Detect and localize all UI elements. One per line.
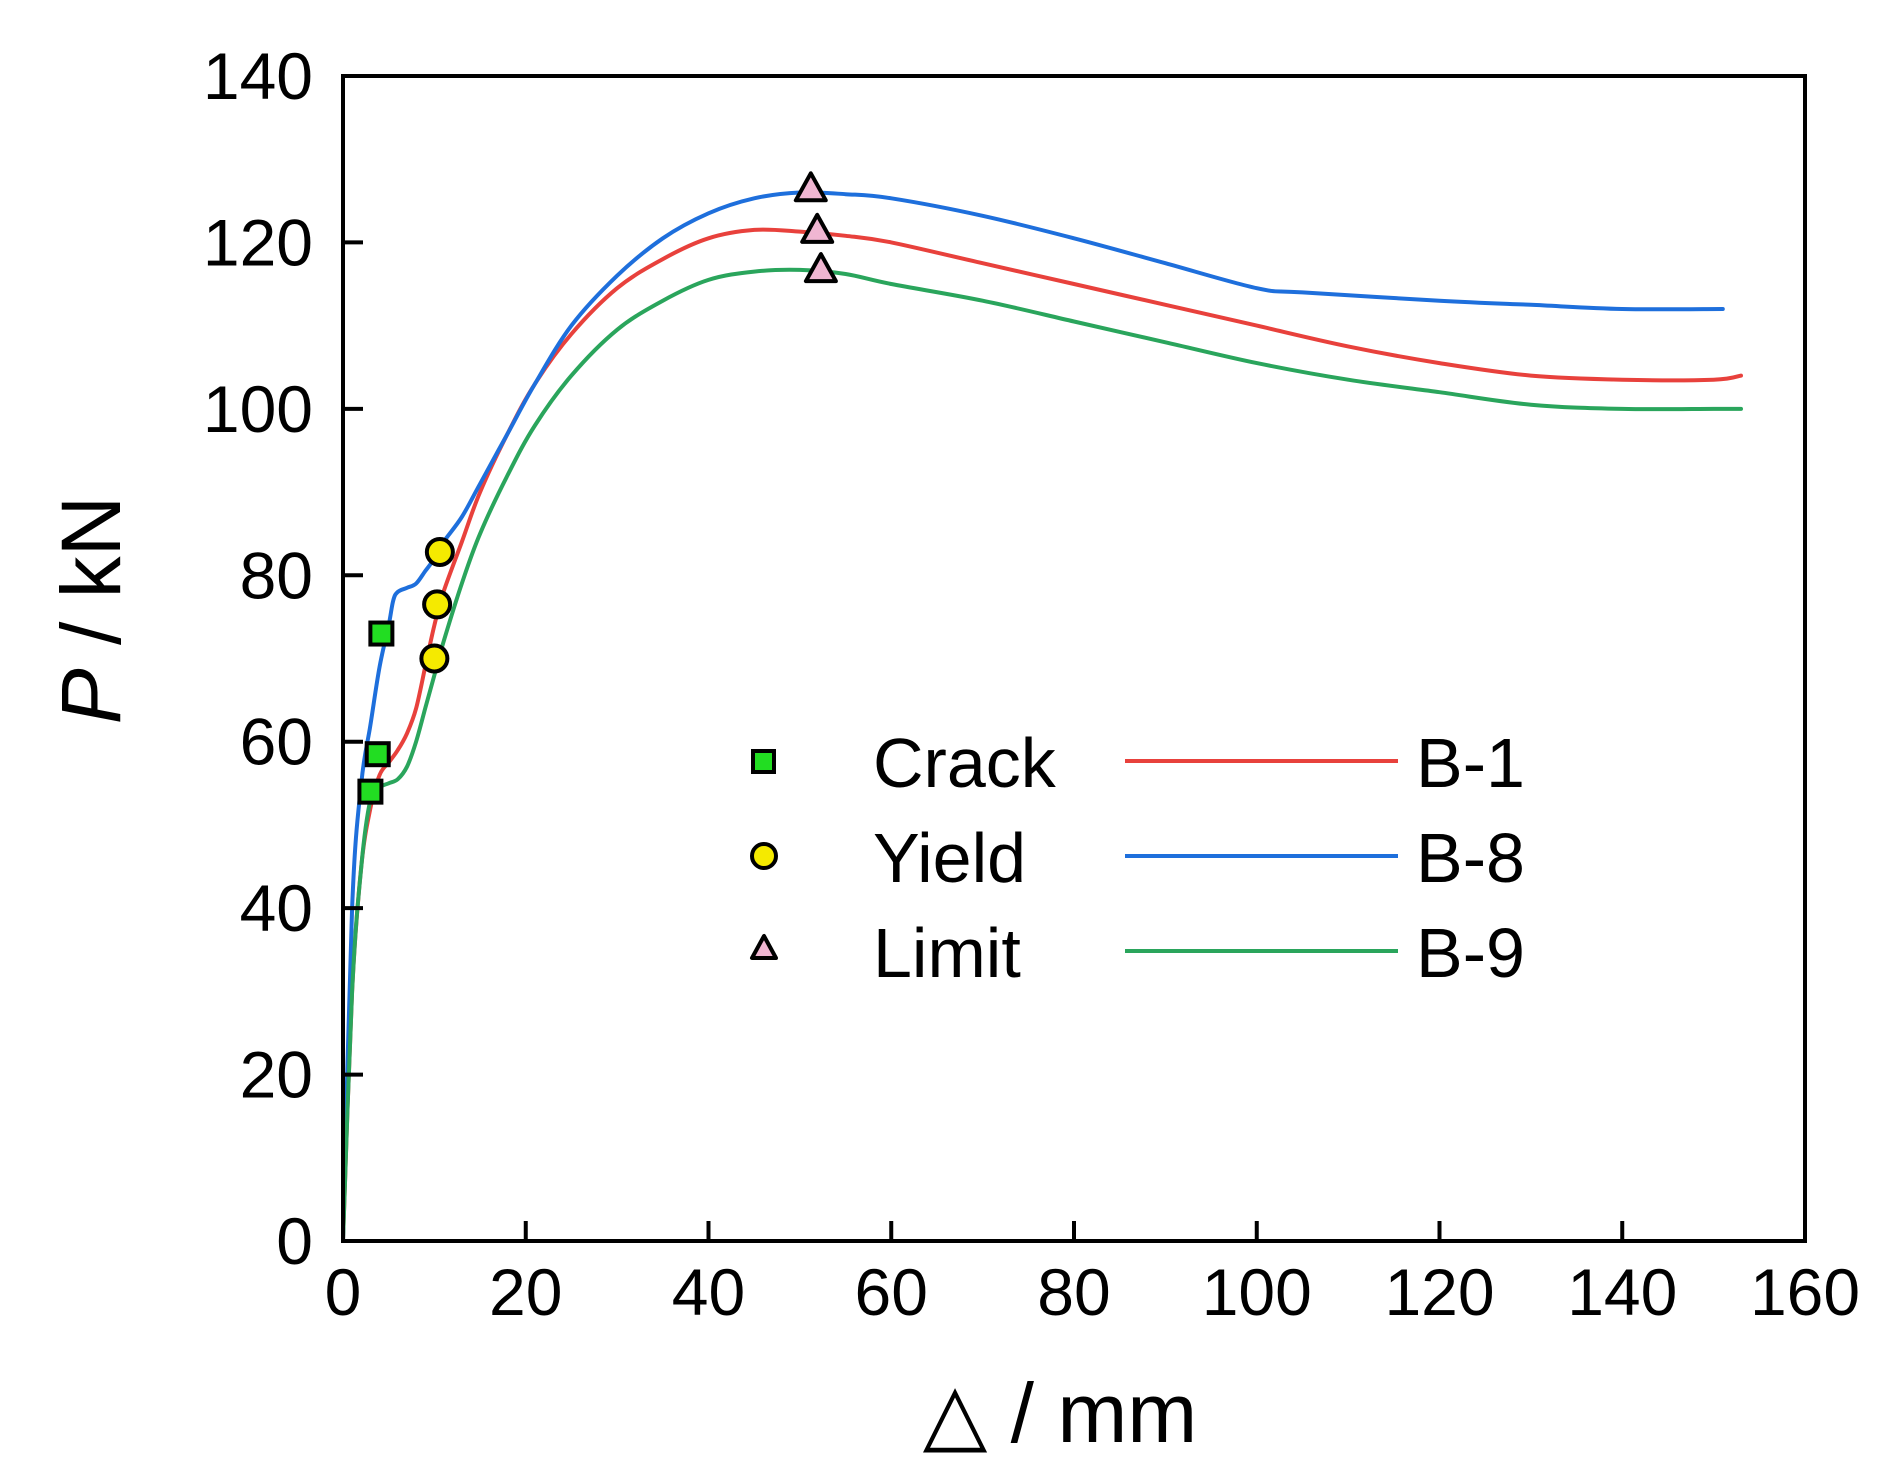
x-tick-label: 20 [489,1255,562,1329]
x-axis-title: △ / mm [923,1366,1198,1460]
x-axis-unit: / mm [987,1366,1197,1460]
x-tick-label: 120 [1384,1255,1494,1329]
x-tick-label: 80 [1037,1255,1110,1329]
legend-b1-label: B-1 [1416,724,1525,802]
y-tick-label: 20 [240,1038,313,1112]
legend-yield-label: Yield [873,819,1026,897]
x-tick-label: 60 [855,1255,928,1329]
legend-b9-label: B-9 [1416,914,1525,992]
legend-limit-marker [750,934,778,960]
crack-marker [368,620,395,647]
tick-layer: 0 20 40 60 80 100 120 140 160 0 20 40 60 80 100 120 140 [203,39,1860,1329]
y-tick-label: 140 [203,39,313,113]
y-axis-symbol: P [44,668,138,724]
x-tick-label: 0 [325,1255,362,1329]
legend: Crack Yield Limit B-1 B-8 B-9 [750,724,1525,992]
legend-crack-label: Crack [873,724,1057,802]
y-axis-title: P / kN [44,496,138,725]
x-tick-label: 100 [1202,1255,1312,1329]
legend-limit-label: Limit [873,914,1021,992]
x-tick-label: 160 [1750,1255,1860,1329]
yield-marker [422,589,453,620]
y-tick-label: 60 [240,705,313,779]
x-tick-label: 140 [1567,1255,1677,1329]
y-axis-unit: / kN [44,496,138,669]
yield-marker [419,643,450,674]
legend-b8-label: B-8 [1416,819,1525,897]
x-tick-label: 40 [672,1255,745,1329]
legend-yield-marker [750,842,778,870]
yield-marker [424,536,455,567]
crack-marker [364,741,391,768]
marker-layer [357,171,838,805]
y-tick-label: 100 [203,372,313,446]
x-axis-symbol: △ [923,1366,988,1460]
limit-marker [803,252,838,284]
limit-marker [793,171,828,203]
y-tick-label: 0 [276,1204,313,1278]
crack-marker [357,778,384,805]
y-tick-label: 40 [240,871,313,945]
y-tick-label: 80 [240,538,313,612]
y-tick-label: 120 [203,205,313,279]
series-line-b-9 [341,267,1743,1243]
legend-crack-marker [751,749,776,774]
limit-marker [800,212,835,244]
